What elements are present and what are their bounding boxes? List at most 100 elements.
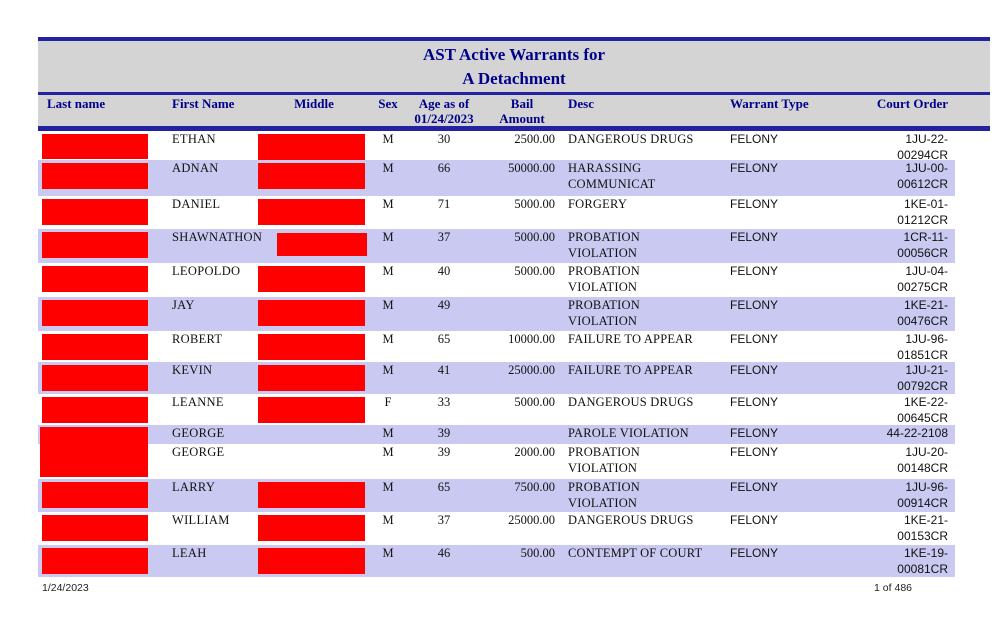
cell-warrant-type: FELONY bbox=[730, 546, 779, 560]
redaction-box-middle-name bbox=[40, 427, 147, 477]
cell-warrant-type: FELONY bbox=[730, 332, 779, 346]
cell-bail-amount: 5000.00 bbox=[514, 197, 555, 211]
cell-first-name: DANIEL bbox=[172, 197, 221, 211]
cell-middle-name bbox=[256, 512, 372, 544]
cell-first-name: JAY bbox=[172, 298, 195, 312]
cell-sex: M bbox=[382, 513, 394, 527]
cell-age: 46 bbox=[437, 546, 451, 560]
redaction-box-middle-name bbox=[258, 134, 365, 160]
table-row: SHAWNATHON M 37 5000.00 PROBATION VIOLATION F… bbox=[38, 229, 955, 263]
cell-court-order: 1JU-22- 00294CR bbox=[897, 132, 948, 162]
cell-bail-amount: 5000.00 bbox=[514, 264, 555, 278]
redaction-box-middle-name bbox=[258, 199, 365, 225]
cell-first-name: KEVIN bbox=[172, 363, 213, 377]
column-header-desc: Desc bbox=[568, 96, 594, 111]
cell-first-name: GEORGE bbox=[172, 445, 225, 459]
cell-court-order: 1JU-96- 01851CR bbox=[897, 332, 948, 362]
cell-middle-name bbox=[256, 444, 372, 476]
cell-last-name bbox=[38, 331, 165, 363]
cell-warrant-type: FELONY bbox=[730, 363, 779, 377]
redaction-box-last-name bbox=[42, 300, 148, 326]
top-rule bbox=[38, 37, 990, 41]
report-title-band: AST Active Warrants for A Detachment bbox=[38, 41, 990, 92]
cell-age: 71 bbox=[437, 197, 451, 211]
cell-sex: F bbox=[384, 395, 392, 409]
column-header-age: Age as of 01/24/2023 bbox=[414, 96, 474, 126]
redaction-box-last-name bbox=[42, 482, 148, 508]
cell-age: 40 bbox=[437, 264, 451, 278]
redaction-box-last-name bbox=[42, 266, 148, 292]
cell-age: 37 bbox=[437, 230, 451, 244]
cell-last-name bbox=[38, 394, 165, 426]
redaction-box-middle-name bbox=[258, 515, 365, 541]
cell-desc: PROBATION VIOLATION bbox=[568, 264, 640, 294]
cell-bail-amount bbox=[484, 425, 560, 442]
cell-bail-amount: 5000.00 bbox=[514, 230, 555, 244]
cell-bail-amount: 50000.00 bbox=[508, 161, 555, 175]
title-divider-rule bbox=[38, 92, 990, 95]
cell-court-order: 44-22-2108 bbox=[886, 426, 948, 440]
cell-last-name bbox=[38, 160, 165, 192]
table-row: JAY M 49 PROBATION VIOLATION FELONY 1KE-21- 0… bbox=[38, 297, 955, 331]
redaction-box-last-name bbox=[42, 163, 148, 189]
column-header-bail-amount: Bail Amount bbox=[499, 96, 545, 126]
column-header-warrant-type: Warrant Type bbox=[730, 96, 809, 111]
cell-age: 39 bbox=[437, 445, 451, 459]
redaction-box-middle-name bbox=[258, 397, 365, 423]
cell-age: 39 bbox=[437, 426, 451, 440]
column-header-first-name: First Name bbox=[172, 96, 235, 111]
cell-middle-name bbox=[256, 545, 372, 577]
cell-middle-name bbox=[256, 160, 372, 192]
cell-bail-amount: 25000.00 bbox=[508, 363, 555, 377]
cell-sex: M bbox=[382, 298, 394, 312]
cell-desc: FORGERY bbox=[568, 197, 628, 211]
cell-first-name: GEORGE bbox=[172, 426, 225, 440]
column-header-court-order: Court Order bbox=[876, 96, 948, 111]
cell-court-order: 1KE-01- 01212CR bbox=[897, 197, 948, 227]
cell-middle-name bbox=[256, 297, 372, 329]
cell-sex: M bbox=[382, 132, 394, 146]
cell-court-order: 1JU-96- 00914CR bbox=[897, 480, 948, 510]
cell-sex: M bbox=[382, 426, 394, 440]
table-row: KEVIN M 41 25000.00 FAILURE TO APPEAR FELONY 1… bbox=[38, 362, 955, 394]
cell-sex: M bbox=[382, 480, 394, 494]
cell-bail-amount: 2500.00 bbox=[514, 132, 555, 146]
cell-bail-amount bbox=[484, 297, 560, 329]
redaction-box-middle-name bbox=[258, 163, 365, 189]
cell-middle-name bbox=[256, 362, 372, 394]
footer-report-date: 1/24/2023 bbox=[42, 582, 89, 594]
cell-desc: FAILURE TO APPEAR bbox=[568, 363, 693, 377]
column-header-last-name: Last name bbox=[47, 96, 106, 111]
cell-desc: PAROLE VIOLATION bbox=[568, 426, 689, 440]
footer-page-number: 1 of 486 bbox=[874, 582, 912, 594]
cell-court-order: 1CR-11- 00056CR bbox=[897, 230, 948, 260]
cell-sex: M bbox=[382, 546, 394, 560]
cell-first-name: WILLIAM bbox=[172, 513, 230, 527]
cell-bail-amount: 2000.00 bbox=[514, 445, 555, 459]
cell-desc: DANGEROUS DRUGS bbox=[568, 132, 694, 146]
cell-first-name: ROBERT bbox=[172, 332, 223, 346]
cell-last-name bbox=[38, 229, 165, 261]
cell-last-name bbox=[38, 263, 165, 295]
cell-court-order: 1JU-21- 00792CR bbox=[897, 363, 948, 393]
cell-sex: M bbox=[382, 197, 394, 211]
cell-court-order: 1KE-21- 00153CR bbox=[897, 513, 948, 543]
redaction-box-middle-name bbox=[258, 365, 365, 391]
warrants-table-body: ETHAN M 30 2500.00 DANGEROUS DRUGS FELONY 1JU-… bbox=[38, 131, 955, 577]
cell-warrant-type: FELONY bbox=[730, 264, 779, 278]
cell-desc: FAILURE TO APPEAR bbox=[568, 332, 693, 346]
header-divider-rule bbox=[38, 126, 990, 131]
cell-bail-amount: 5000.00 bbox=[514, 395, 555, 409]
table-row: LEANNE F 33 5000.00 DANGEROUS DRUGS FELONY 1KE… bbox=[38, 394, 955, 425]
redaction-box-last-name bbox=[42, 397, 148, 423]
redaction-box-last-name bbox=[42, 548, 148, 574]
report-title-line2: A Detachment bbox=[462, 68, 566, 88]
redaction-box-middle-name bbox=[258, 334, 365, 360]
cell-middle-name bbox=[256, 196, 372, 228]
cell-first-name: ADNAN bbox=[172, 161, 219, 175]
cell-bail-amount: 7500.00 bbox=[514, 480, 555, 494]
cell-first-name: SHAWNATHON bbox=[172, 230, 263, 244]
table-row: GEORGE M 39 PAROLE VIOLATION FELONY 44-22-210… bbox=[38, 425, 955, 477]
cell-desc: DANGEROUS DRUGS bbox=[568, 513, 694, 527]
